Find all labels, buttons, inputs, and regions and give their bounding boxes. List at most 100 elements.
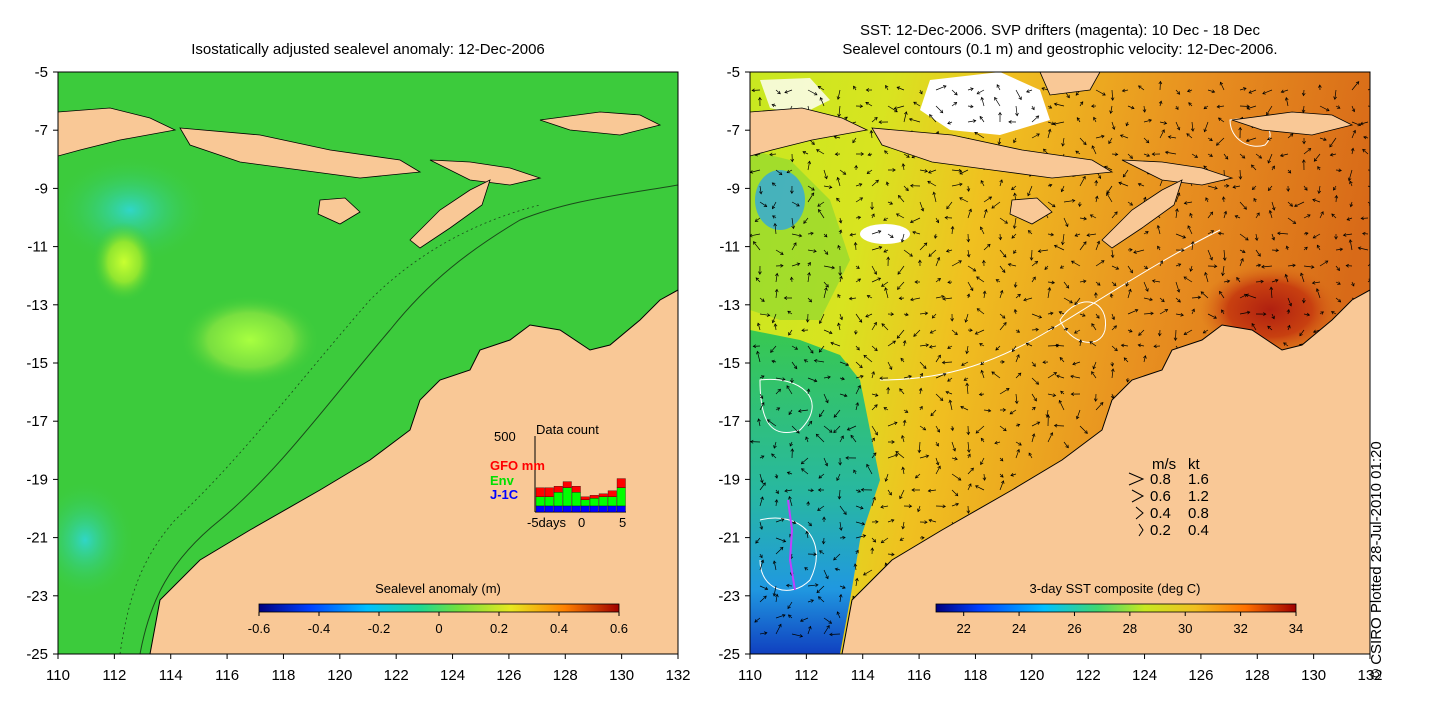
velocity-arrow-head xyxy=(1145,288,1149,292)
velocity-arrow-head xyxy=(784,90,788,94)
velocity-arrow xyxy=(980,361,985,365)
velocity-arrow xyxy=(1079,217,1087,220)
velocity-arrow xyxy=(935,465,941,475)
velocity-arrow xyxy=(807,599,814,603)
velocity-arrow-head xyxy=(1269,286,1274,291)
velocity-arrow-head xyxy=(1029,257,1034,261)
velocity-arrow xyxy=(1316,288,1321,299)
velocity-arrow xyxy=(1063,297,1073,304)
velocity-arrow xyxy=(998,137,1001,145)
velocity-arrow xyxy=(1127,153,1133,159)
velocity-arrow-head xyxy=(771,319,776,324)
velocity-arrow xyxy=(929,345,937,348)
velocity-arrow-head xyxy=(1257,263,1262,268)
velocity-arrow xyxy=(951,102,957,107)
velocity-arrow xyxy=(823,329,833,334)
inset-bar-j-1c xyxy=(589,505,599,513)
velocity-arrow xyxy=(833,425,841,433)
velocity-arrow-head xyxy=(884,287,888,291)
velocity-arrow-head xyxy=(937,278,941,282)
velocity-arrow-head xyxy=(1190,128,1195,132)
velocity-arrow xyxy=(1015,449,1020,459)
velocity-arrow-head xyxy=(819,413,823,418)
velocity-arrow-head xyxy=(769,152,773,157)
velocity-arrow-head xyxy=(942,297,946,301)
inset-legend-j1c: J-1C xyxy=(490,487,519,502)
velocity-arrow-head xyxy=(1288,302,1292,307)
sst-colorbar-tick-label: 30 xyxy=(1178,621,1192,636)
velocity-arrow xyxy=(967,281,974,291)
velocity-arrow-head xyxy=(871,437,875,442)
velocity-arrow xyxy=(1346,217,1353,221)
velocity-arrow xyxy=(1313,153,1321,162)
velocity-arrow-head xyxy=(935,442,939,447)
velocity-arrow-head xyxy=(896,86,901,90)
velocity-arrow xyxy=(759,553,763,558)
velocity-arrow xyxy=(959,197,969,203)
inset-bar-gfo-mm xyxy=(535,487,545,497)
velocity-arrow-head xyxy=(1016,354,1020,358)
velocity-arrow xyxy=(947,377,953,382)
velocity-arrow xyxy=(1183,276,1193,283)
velocity-arrow-head xyxy=(788,332,792,336)
velocity-arrow-head xyxy=(1156,224,1161,229)
velocity-legend-arrow xyxy=(1128,472,1145,486)
velocity-arrow xyxy=(900,537,905,541)
velocity-arrow-head xyxy=(1092,365,1096,370)
velocity-arrow xyxy=(1031,313,1042,318)
velocity-arrow xyxy=(1255,280,1264,283)
velocity-arrow-head xyxy=(1074,301,1078,306)
velocity-arrow-head xyxy=(967,453,971,458)
velocity-arrow-head xyxy=(976,308,981,312)
left-ytick-label: -13 xyxy=(26,297,48,314)
velocity-arrow-head xyxy=(1289,203,1293,207)
inset-bar-gfo-mm xyxy=(553,486,563,493)
velocity-arrow-head xyxy=(1203,105,1208,110)
velocity-arrow-head xyxy=(753,241,757,245)
velocity-arrow-head xyxy=(1262,91,1266,95)
velocity-arrow-head xyxy=(1339,247,1344,252)
velocity-arrow xyxy=(759,496,764,507)
velocity-arrow xyxy=(800,617,809,622)
velocity-arrow-head xyxy=(838,219,843,224)
velocity-arrow-head xyxy=(771,453,775,457)
velocity-arrow-head xyxy=(1012,225,1017,230)
velocity-arrow-head xyxy=(778,623,782,628)
velocity-arrow xyxy=(767,419,777,427)
velocity-arrow-head xyxy=(942,372,947,377)
sst-colorbar: 3-day SST composite (deg C) 22 24 26 28 30 32… xyxy=(935,581,1303,636)
velocity-arrow-head xyxy=(1203,128,1208,133)
velocity-arrow-head xyxy=(947,121,951,125)
velocity-arrow-head xyxy=(889,201,894,205)
velocity-arrow-head xyxy=(1234,215,1239,219)
velocity-arrow-head xyxy=(1333,96,1337,100)
velocity-arrow xyxy=(1271,201,1275,211)
sla-colorbar-tick-label: 0.4 xyxy=(550,621,568,636)
velocity-arrow xyxy=(1138,344,1145,347)
velocity-arrow xyxy=(1011,345,1017,352)
velocity-arrow-head xyxy=(855,577,859,582)
velocity-arrow-head xyxy=(750,439,754,444)
velocity-arrow-head xyxy=(825,575,829,580)
velocity-arrow-head xyxy=(1312,198,1316,202)
velocity-arrow xyxy=(946,249,953,252)
velocity-arrow-head xyxy=(784,488,788,493)
velocity-arrow xyxy=(881,323,889,331)
sealevel-contour-b xyxy=(1059,301,1106,343)
velocity-arrow xyxy=(1071,260,1081,267)
velocity-arrow xyxy=(823,457,828,467)
velocity-arrow xyxy=(1031,261,1038,267)
velocity-arrow xyxy=(935,354,941,363)
velocity-arrow xyxy=(1246,137,1257,142)
velocity-arrow-head xyxy=(833,556,837,561)
velocity-arrow-head xyxy=(913,333,917,337)
velocity-arrow xyxy=(1239,233,1249,241)
velocity-arrow-head xyxy=(817,203,821,207)
inset-bar-j-1c xyxy=(607,505,617,513)
velocity-arrow-head xyxy=(909,253,913,257)
velocity-arrow xyxy=(1266,105,1273,116)
velocity-arrow-head xyxy=(1096,240,1101,245)
velocity-arrow xyxy=(902,521,905,529)
velocity-arrow xyxy=(791,217,794,229)
velocity-arrow-head xyxy=(771,182,776,186)
